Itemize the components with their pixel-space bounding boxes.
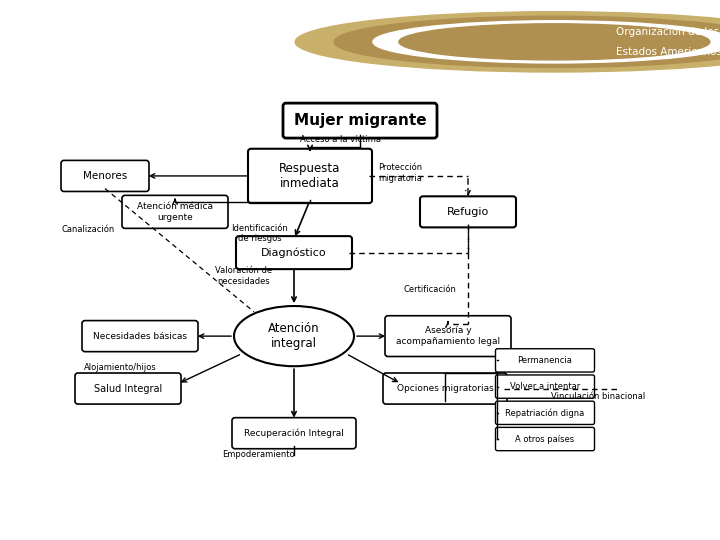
Text: Respuesta
inmediata: Respuesta inmediata: [279, 162, 341, 190]
Text: Identificación
de riesgos: Identificación de riesgos: [232, 224, 289, 243]
Text: Valoración de
necesidades: Valoración de necesidades: [215, 266, 273, 286]
Text: Refugio: Refugio: [447, 207, 489, 217]
FancyBboxPatch shape: [383, 373, 507, 404]
Text: Diagnóstico: Diagnóstico: [261, 247, 327, 258]
Circle shape: [334, 16, 720, 68]
Text: Protección
migratoria: Protección migratoria: [378, 163, 422, 183]
Text: Diagrama de flujo: Diagrama de flujo: [11, 52, 207, 71]
FancyBboxPatch shape: [495, 349, 595, 372]
Text: Vinculación binacional: Vinculación binacional: [551, 392, 645, 401]
Text: Estados Americanos: Estados Americanos: [616, 47, 720, 57]
Text: Permanencia: Permanencia: [518, 356, 572, 365]
FancyBboxPatch shape: [236, 236, 352, 269]
Text: Alojamiento/hijos: Alojamiento/hijos: [84, 363, 156, 372]
Text: Menores: Menores: [83, 171, 127, 181]
Text: Opciones migratorias: Opciones migratorias: [397, 384, 493, 393]
Text: Acceso a la víctima: Acceso a la víctima: [300, 134, 380, 144]
Circle shape: [373, 21, 720, 63]
Circle shape: [295, 12, 720, 72]
FancyBboxPatch shape: [82, 321, 198, 352]
Text: A otros países: A otros países: [516, 435, 575, 443]
Text: Empoderamiento: Empoderamiento: [222, 450, 294, 459]
FancyBboxPatch shape: [248, 148, 372, 203]
FancyBboxPatch shape: [61, 160, 149, 192]
Text: Recuperación Integral: Recuperación Integral: [244, 428, 344, 438]
Text: Certificación: Certificación: [404, 285, 456, 294]
Ellipse shape: [234, 306, 354, 366]
FancyBboxPatch shape: [495, 375, 595, 399]
FancyBboxPatch shape: [283, 103, 437, 138]
FancyBboxPatch shape: [385, 316, 511, 356]
Text: Atención integral: Atención integral: [11, 23, 202, 43]
Text: Salud Integral: Salud Integral: [94, 383, 162, 394]
Text: Canalización: Canalización: [61, 225, 114, 234]
Text: Necesidades básicas: Necesidades básicas: [93, 332, 187, 341]
Text: Atención médica
urgente: Atención médica urgente: [137, 202, 213, 221]
FancyBboxPatch shape: [122, 195, 228, 228]
FancyBboxPatch shape: [495, 401, 595, 424]
Text: Atención
integral: Atención integral: [268, 322, 320, 350]
Circle shape: [399, 24, 710, 60]
FancyBboxPatch shape: [495, 427, 595, 451]
Text: Repatriación digna: Repatriación digna: [505, 408, 585, 417]
Text: Asesoría y
acompañamiento legal: Asesoría y acompañamiento legal: [396, 326, 500, 346]
FancyBboxPatch shape: [420, 197, 516, 227]
Text: Mujer migrante: Mujer migrante: [294, 113, 426, 128]
FancyBboxPatch shape: [75, 373, 181, 404]
Text: Volver a intentar: Volver a intentar: [510, 382, 580, 391]
Text: Organización de los: Organización de los: [616, 26, 719, 37]
FancyBboxPatch shape: [232, 417, 356, 449]
